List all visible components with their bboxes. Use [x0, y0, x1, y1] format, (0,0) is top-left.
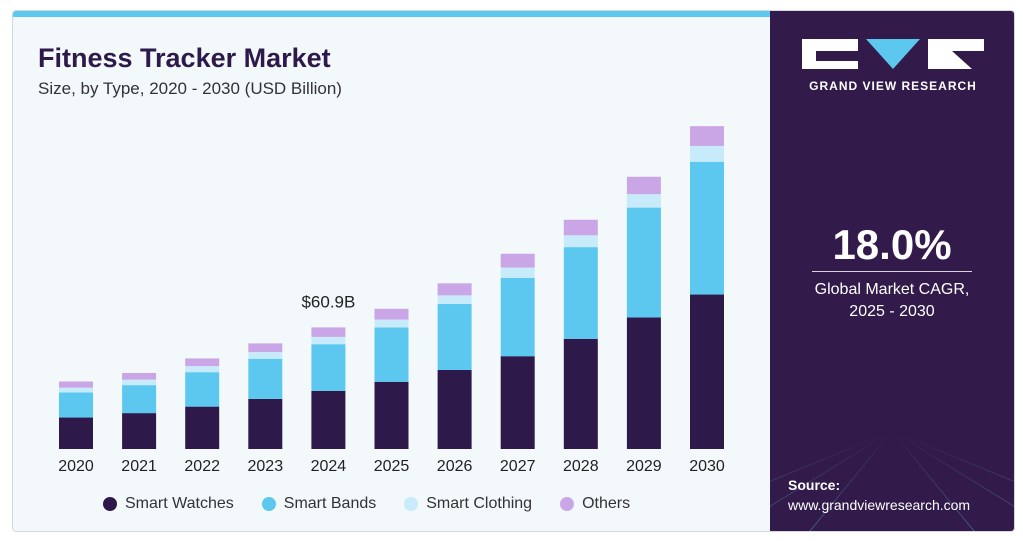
bar-smart-watches-2020 — [59, 417, 93, 449]
legend-item-smart-clothing: Smart Clothing — [404, 495, 532, 513]
bar-smart-bands-2030 — [690, 161, 724, 295]
bar-others-2022 — [185, 358, 220, 367]
bar-smart-clothing-2022 — [185, 366, 220, 373]
bar-smart-watches-2029 — [626, 317, 661, 449]
bar-smart-clothing-2024 — [311, 336, 346, 345]
source-label: Source: — [788, 477, 841, 493]
bar-smart-bands-2022 — [185, 372, 220, 407]
bar-others-2026 — [437, 283, 472, 296]
bar-others-2030 — [690, 126, 724, 146]
legend-swatch-smart-clothing — [404, 497, 419, 511]
legend-swatch-smart-watches — [103, 497, 117, 511]
bar-smart-watches-2025 — [374, 381, 409, 449]
cagr-label-text: Global Market CAGR, — [814, 281, 970, 298]
bar-smart-bands-2023 — [248, 358, 283, 399]
stacked-bar-chart: 2020 2021 2022 2023 2024 $60.9B 2025 2026 2027 20… — [58, 126, 725, 475]
source-block: Source: www.grandviewresearch.com — [788, 475, 970, 515]
bar-smart-watches-2027 — [500, 356, 535, 449]
decorative-grid — [770, 431, 1014, 531]
x-tick-label-2028: 2028 — [563, 458, 599, 475]
bar-smart-bands-2024 — [311, 344, 346, 391]
legend-label: Smart Watches — [125, 495, 234, 512]
bar-smart-clothing-2021 — [122, 379, 157, 386]
bar-smart-clothing-2030 — [690, 145, 724, 162]
legend-label: Smart Clothing — [426, 495, 533, 512]
bar-smart-watches-2026 — [437, 369, 472, 449]
grand-view-research-logo — [802, 39, 984, 69]
divider — [812, 271, 972, 272]
bar-smart-clothing-2026 — [437, 295, 472, 305]
bar-smart-watches-2024 — [311, 390, 346, 449]
bar-others-2021 — [122, 372, 157, 380]
bar-smart-watches-2030 — [690, 294, 724, 449]
bar-smart-watches-2022 — [185, 406, 220, 449]
legend-swatch-smart-bands — [261, 497, 276, 511]
cagr-value: 18.0% — [832, 221, 952, 268]
x-tick-label-2024: 2024 — [311, 458, 347, 475]
legend-label: Others — [582, 495, 631, 512]
x-tick-label-2023: 2023 — [248, 458, 284, 475]
bar-smart-clothing-2029 — [626, 194, 661, 208]
legend-item-smart-watches: Smart Watches — [103, 495, 234, 513]
bar-smart-bands-2026 — [437, 304, 472, 370]
chart-legend: Smart Watches Smart Bands Smart Clothing… — [103, 495, 630, 513]
x-tick-label-2029: 2029 — [626, 458, 662, 475]
x-tick-label-2027: 2027 — [500, 458, 536, 475]
bar-smart-clothing-2027 — [500, 267, 535, 278]
bar-others-2023 — [248, 343, 283, 353]
x-tick-label-2030: 2030 — [689, 458, 725, 475]
bar-smart-clothing-2025 — [374, 319, 409, 328]
brand-name: GRAND VIEW RESEARCH — [809, 79, 977, 93]
data-label-2024: $60.9B — [301, 292, 355, 311]
legend-label: Smart Bands — [283, 495, 377, 512]
x-tick-label-2026: 2026 — [437, 458, 473, 475]
bar-smart-bands-2025 — [374, 327, 409, 382]
bar-smart-bands-2020 — [59, 392, 93, 418]
summary-panel: GRAND VIEW RESEARCH 18.0% Global Market … — [770, 11, 1014, 531]
legend-item-smart-bands: Smart Bands — [261, 495, 377, 513]
bar-smart-bands-2029 — [626, 207, 661, 318]
cagr-label: Global Market CAGR, 2025 - 2030 — [770, 279, 1014, 323]
bar-smart-watches-2021 — [122, 413, 157, 449]
accent-bar — [13, 11, 770, 17]
bar-smart-bands-2027 — [500, 277, 535, 357]
x-tick-label-2020: 2020 — [58, 458, 94, 475]
x-tick-label-2021: 2021 — [121, 458, 157, 475]
cagr-period: 2025 - 2030 — [849, 303, 935, 320]
bar-smart-clothing-2028 — [563, 235, 598, 248]
bar-others-2024 — [311, 327, 346, 337]
chart-panel: Fitness Tracker Market Size, by Type, 20… — [13, 17, 770, 531]
bar-smart-clothing-2023 — [248, 352, 283, 359]
x-tick-label-2025: 2025 — [374, 458, 410, 475]
bar-smart-watches-2028 — [563, 338, 598, 449]
bar-others-2029 — [626, 176, 661, 195]
bar-others-2020 — [59, 381, 93, 388]
report-card: Fitness Tracker Market Size, by Type, 20… — [12, 10, 1015, 532]
bar-others-2028 — [563, 219, 598, 236]
x-tick-label-2022: 2022 — [184, 458, 220, 475]
bar-others-2027 — [500, 253, 535, 268]
bar-smart-bands-2021 — [122, 385, 157, 414]
source-link[interactable]: www.grandviewresearch.com — [788, 497, 971, 513]
bar-smart-watches-2023 — [248, 398, 283, 449]
bar-others-2025 — [374, 308, 409, 320]
bar-smart-clothing-2020 — [59, 387, 93, 393]
chart-subtitle: Size, by Type, 2020 - 2030 (USD Billion) — [38, 79, 342, 98]
legend-swatch-others — [560, 497, 575, 511]
chart-title: Fitness Tracker Market — [38, 43, 331, 73]
legend-item-others: Others — [560, 495, 630, 513]
bar-smart-bands-2028 — [563, 247, 598, 339]
